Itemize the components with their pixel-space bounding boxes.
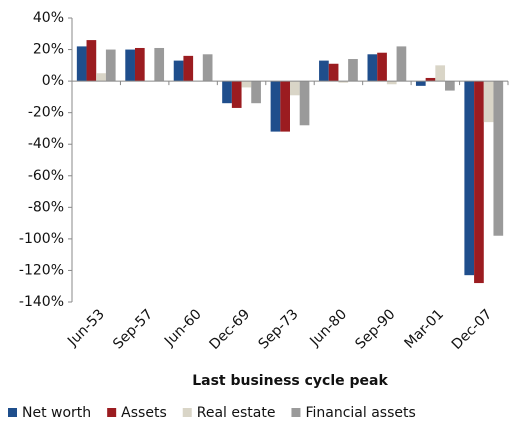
bar [154,47,165,82]
bar [125,49,135,82]
y-tick-label: -40% [28,136,64,152]
bar [173,60,184,82]
bar [270,81,281,132]
legend-label: Assets [121,405,167,421]
bar [474,81,484,284]
bar [445,81,455,91]
x-axis-title: Last business cycle peak [192,373,388,389]
legend-swatch [107,408,117,417]
y-tick-label: 0% [42,73,64,89]
x-tick-label: Dec-69 [207,306,254,353]
bar [493,81,504,236]
bar [464,81,475,276]
bar [367,54,378,82]
bar [396,46,407,82]
y-tick-label: -80% [28,199,64,215]
legend-label: Real estate [197,405,276,421]
bar [348,59,358,82]
y-tick-label: -140% [19,294,64,310]
bar [483,81,494,123]
y-tick-label: -120% [19,262,64,278]
legend-label: Financial assets [305,405,415,421]
bar [241,81,252,88]
y-tick-label: 20% [33,42,64,58]
x-tick-label: Sep-90 [352,306,398,352]
x-tick-label: Mar-01 [401,306,447,352]
y-tick-label: 40% [33,10,64,26]
bar [299,81,310,126]
bar [76,46,87,82]
x-tick-label: Jun-53 [64,306,108,350]
y-tick-label: -60% [28,168,64,184]
bar [386,81,397,85]
bar [222,81,232,104]
y-tick-label: -100% [19,231,64,247]
bar [251,81,261,104]
x-tick-label: Jun-60 [161,306,205,350]
y-tick-label: -20% [28,105,64,121]
x-tick-label: Sep-57 [110,306,156,352]
bar [425,77,436,82]
bar [377,52,387,82]
bar [319,60,329,82]
bar [86,40,97,82]
x-tick-label: Sep-73 [256,306,302,352]
bar [415,81,426,86]
bar [231,81,242,108]
legend-swatch [8,408,17,417]
bar [290,81,300,96]
bar [96,73,106,82]
bar [202,54,213,82]
legend-swatch [291,408,301,417]
legend-label: Net worth [22,405,91,421]
bar [338,81,349,83]
bar [134,47,145,82]
bar [105,49,116,82]
x-tick-label: Jun-80 [306,306,350,350]
bar [435,65,446,82]
bar [280,81,290,132]
bar [328,63,339,82]
legend-swatch [182,408,192,417]
x-tick-label: Dec-07 [449,306,496,353]
bar [183,55,194,82]
